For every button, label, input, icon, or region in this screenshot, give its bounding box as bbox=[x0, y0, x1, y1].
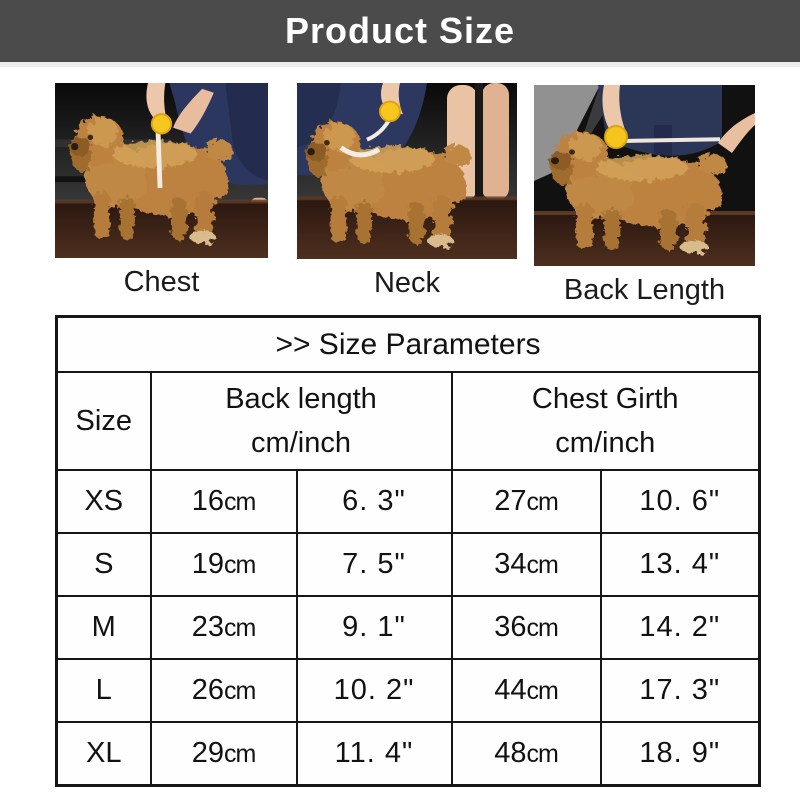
page-title: Product Size bbox=[284, 10, 516, 51]
col-header-size: Size bbox=[55, 371, 152, 471]
photo-caption-neck: Neck bbox=[373, 267, 441, 299]
chest-girth-cm: 27cm bbox=[450, 469, 602, 534]
photo-caption-chest: Chest bbox=[123, 266, 200, 298]
back-length-cm: 26cm bbox=[149, 658, 298, 723]
size-label: XS bbox=[55, 469, 152, 534]
col-header-chest-girth-line1: Chest Girth bbox=[531, 383, 679, 415]
col-header-back-length-line1: Back length bbox=[225, 383, 377, 415]
table-title-row: >> Size Parameters bbox=[55, 315, 761, 373]
chest-girth-inch: 13. 4" bbox=[599, 532, 761, 597]
title-bar: Product Size bbox=[0, 0, 800, 62]
table-title: >> Size Parameters bbox=[55, 315, 761, 373]
measure-photo-back-length: Back Length bbox=[534, 85, 755, 306]
table-row-xl: XL 29cm 11. 4" 48cm 18. 9" bbox=[55, 721, 761, 787]
table-row-s: S 19cm 7. 5" 34cm 13. 4" bbox=[55, 532, 761, 597]
col-header-back-length: Back length cm/inch bbox=[149, 371, 453, 471]
size-label: L bbox=[55, 658, 152, 723]
table-row-xs: XS 16cm 6. 3" 27cm 10. 6" bbox=[55, 469, 761, 534]
back-length-cm: 23cm bbox=[149, 595, 298, 660]
back-length-cm: 29cm bbox=[149, 721, 298, 787]
back-length-inch: 10. 2" bbox=[295, 658, 453, 723]
chest-measure-illustration bbox=[55, 83, 268, 258]
back-length-inch: 9. 1" bbox=[295, 595, 453, 660]
chest-girth-cm: 34cm bbox=[450, 532, 602, 597]
neck-measure-illustration bbox=[297, 83, 517, 259]
back-length-inch: 6. 3" bbox=[295, 469, 453, 534]
size-label: S bbox=[55, 532, 152, 597]
chest-girth-inch: 14. 2" bbox=[599, 595, 761, 660]
col-header-back-length-line2: cm/inch bbox=[251, 427, 351, 459]
back-length-inch: 7. 5" bbox=[295, 532, 453, 597]
table-header-row: Size Back length cm/inch Chest Girth cm/… bbox=[55, 371, 761, 471]
back-length-measure-illustration bbox=[534, 85, 755, 266]
measure-photo-chest: Chest bbox=[55, 83, 268, 298]
chest-girth-inch: 18. 9" bbox=[599, 721, 761, 787]
photo-caption-back-length: Back Length bbox=[563, 274, 726, 306]
measure-photo-neck: Neck bbox=[297, 83, 517, 299]
chest-girth-inch: 10. 6" bbox=[599, 469, 761, 534]
back-length-inch: 11. 4" bbox=[295, 721, 453, 787]
size-parameters-table: >> Size Parameters Size Back length cm/i… bbox=[55, 315, 761, 787]
back-length-cm: 16cm bbox=[149, 469, 298, 534]
col-header-chest-girth-line2: cm/inch bbox=[555, 427, 656, 459]
size-label: XL bbox=[55, 721, 152, 787]
table-row-l: L 26cm 10. 2" 44cm 17. 3" bbox=[55, 658, 761, 723]
chest-girth-cm: 48cm bbox=[450, 721, 602, 787]
table-row-m: M 23cm 9. 1" 36cm 14. 2" bbox=[55, 595, 761, 660]
size-label: M bbox=[55, 595, 152, 660]
chest-girth-cm: 44cm bbox=[450, 658, 602, 723]
chest-girth-cm: 36cm bbox=[450, 595, 602, 660]
back-length-cm: 19cm bbox=[149, 532, 298, 597]
col-header-chest-girth: Chest Girth cm/inch bbox=[450, 371, 761, 471]
chest-girth-inch: 17. 3" bbox=[599, 658, 761, 723]
